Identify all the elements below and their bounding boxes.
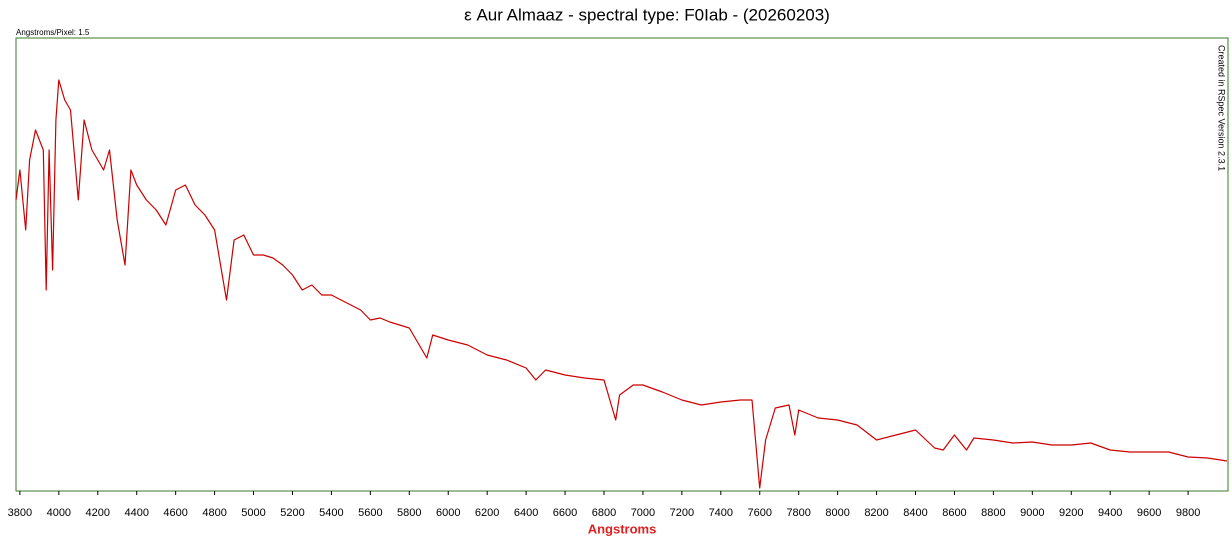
x-tick-label: 4400	[124, 507, 148, 519]
x-tick-label: 8800	[981, 507, 1005, 519]
x-tick-label: 8400	[903, 507, 927, 519]
x-tick-label: 5800	[397, 507, 421, 519]
credit: Created in RSpec Version 2.3.1	[1217, 45, 1227, 171]
plot-frame	[15, 37, 1229, 492]
x-tick-label: 9600	[1137, 507, 1161, 519]
x-tick-label: 5000	[241, 507, 265, 519]
x-tick-label: 6400	[514, 507, 538, 519]
x-tick-label: 9800	[1176, 507, 1200, 519]
x-tick-label: 9200	[1059, 507, 1083, 519]
x-tick-label: 5200	[280, 507, 304, 519]
x-tick-label: 7000	[631, 507, 655, 519]
x-axis-label: Angstroms	[588, 521, 657, 536]
x-tick-label: 4000	[47, 507, 71, 519]
x-tick-label: 6000	[436, 507, 460, 519]
x-tick-label: 4200	[86, 507, 110, 519]
annotation: Angstroms/Pixel: 1.5	[16, 28, 90, 37]
chart-title: ε Aur Almaaz - spectral type: F0Iab - (2…	[464, 5, 830, 24]
x-tick-label: 9400	[1098, 507, 1122, 519]
x-tick-label: 4800	[202, 507, 226, 519]
x-tick-label: 5600	[358, 507, 382, 519]
x-tick-label: 5400	[319, 507, 343, 519]
x-tick-label: 3800	[8, 507, 32, 519]
x-tick-label: 8000	[825, 507, 849, 519]
x-tick-label: 9000	[1020, 507, 1044, 519]
spectrum-line	[15, 79, 1228, 489]
x-tick-label: 7200	[670, 507, 694, 519]
x-tick-label: 4600	[163, 507, 187, 519]
x-tick-label: 7600	[748, 507, 772, 519]
x-tick-label: 6800	[592, 507, 616, 519]
x-tick-label: 7800	[786, 507, 810, 519]
x-tick-label: 8200	[864, 507, 888, 519]
x-tick-label: 7400	[709, 507, 733, 519]
x-tick-label: 6600	[553, 507, 577, 519]
x-tick-label: 8600	[942, 507, 966, 519]
x-tick-label: 6200	[475, 507, 499, 519]
